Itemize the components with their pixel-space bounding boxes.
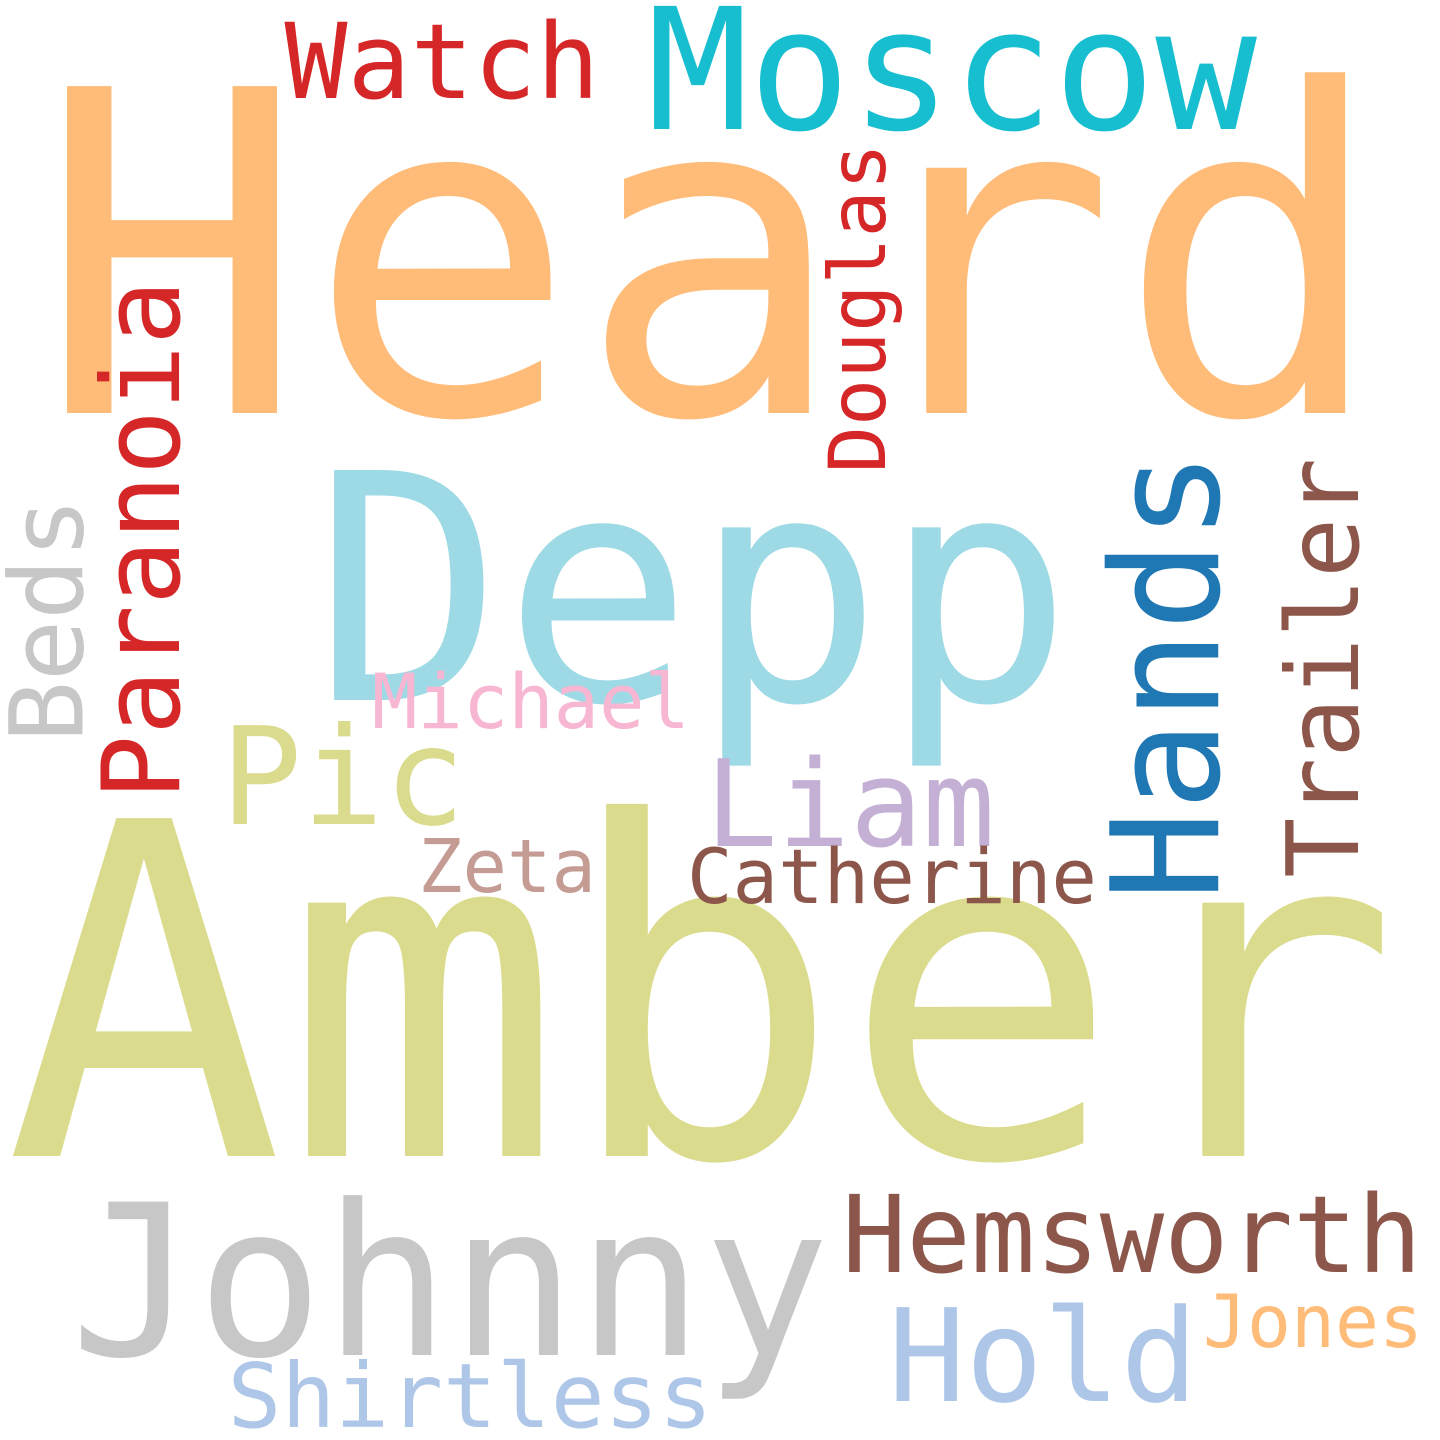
word-shirtless: Shirtless <box>227 1345 713 1440</box>
word-hands: Hands <box>1080 450 1255 901</box>
word-pic: Pic <box>220 698 466 856</box>
word-beds: Beds <box>0 497 107 743</box>
word-amber: Amber <box>4 726 1400 1266</box>
word-liam: Liam <box>705 735 995 875</box>
word-heard: Heard <box>37 0 1387 519</box>
word-johnny: Johnny <box>70 1160 830 1405</box>
word-hemsworth: Hemsworth <box>842 1173 1422 1298</box>
word-hold: Hold <box>888 1282 1198 1432</box>
word-moscow: Moscow <box>647 0 1257 169</box>
word-jones: Jones <box>1203 1279 1423 1365</box>
word-douglas: Douglas <box>812 143 904 474</box>
word-catherine: Catherine <box>687 833 1097 921</box>
word-zeta: Zeta <box>418 824 596 910</box>
word-michael: Michael <box>372 657 690 746</box>
word-watch: Watch <box>284 0 600 123</box>
word-depp: Depp <box>313 408 1073 775</box>
word-trailer: Trailer <box>1266 457 1383 878</box>
